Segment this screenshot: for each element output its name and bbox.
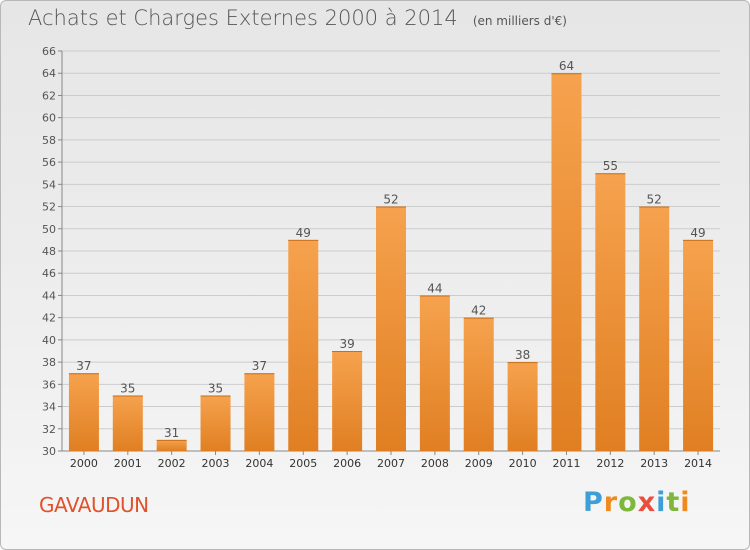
x-tick-label: 2014 [684,457,712,470]
data-label: 64 [559,59,574,73]
x-tick-label: 2013 [640,457,668,470]
data-label: 35 [208,381,223,395]
y-tick-label: 38 [42,356,56,369]
y-tick-label: 34 [42,401,56,414]
logo-letter: P [583,487,604,518]
proxiti-logo: Proxiti [583,487,691,518]
commune-name: GAVAUDUN [39,493,149,517]
y-tick-label: 56 [42,156,56,169]
y-tick-label: 32 [42,423,56,436]
bar [332,351,363,451]
x-tick-label: 2010 [509,457,537,470]
data-label: 31 [164,426,179,440]
bar [683,239,714,451]
x-tick-label: 2001 [114,457,142,470]
y-tick-label: 62 [42,89,56,102]
x-tick-label: 2012 [596,457,624,470]
y-tick-label: 44 [42,289,56,302]
bar [156,439,187,451]
logo-letter: x [637,487,657,518]
x-tick-label: 2007 [377,457,405,470]
data-label: 49 [296,226,311,240]
bar [419,295,450,451]
x-tick-label: 2002 [158,457,186,470]
data-label: 52 [383,193,398,207]
chart-title: Achats et Charges Externes 2000 à 2014 [28,6,458,30]
y-tick-label: 42 [42,312,56,325]
data-label: 49 [690,226,705,240]
bar [376,206,406,451]
bar [244,373,275,451]
logo-letter: r [603,487,619,518]
bar [288,239,319,451]
logo-letter: o [618,487,638,518]
chart-unit-note: (en milliers d'€) [472,14,567,28]
bar [200,395,231,451]
y-tick-label: 48 [42,245,56,258]
logo-letter: t [666,487,681,518]
y-tick-label: 36 [42,378,56,391]
data-label: 39 [339,337,354,351]
x-tick-label: 2000 [70,457,98,470]
data-label: 37 [76,359,91,373]
data-label: 55 [603,159,618,173]
y-tick-label: 50 [42,223,56,236]
logo-letter: i [656,487,667,518]
x-tick-label: 2006 [333,457,361,470]
bar [112,395,143,451]
y-tick-label: 66 [42,45,56,58]
data-label: 35 [120,381,135,395]
bar [507,362,538,451]
data-label: 42 [471,304,486,318]
data-label: 38 [515,348,530,362]
y-tick-label: 46 [42,267,56,280]
x-tick-label: 2009 [465,457,493,470]
bar [551,73,582,451]
x-tick-label: 2004 [245,457,273,470]
data-label: 37 [252,359,267,373]
chart-title-block: Achats et Charges Externes 2000 à 2014 (… [28,6,567,30]
bar [68,373,99,451]
data-label: 44 [427,281,442,295]
bar [639,206,670,451]
x-tick-label: 2005 [289,457,317,470]
x-tick-label: 2008 [421,457,449,470]
x-tick-label: 2003 [202,457,230,470]
y-tick-label: 54 [42,178,56,191]
bar [595,173,626,451]
y-tick-label: 52 [42,201,56,214]
logo-letter: i [680,487,691,518]
y-tick-label: 60 [42,112,56,125]
y-tick-label: 58 [42,134,56,147]
data-label: 52 [647,193,662,207]
x-tick-label: 2011 [552,457,580,470]
y-tick-label: 64 [42,67,56,80]
y-tick-label: 30 [42,445,56,458]
bar [463,317,494,451]
y-tick-label: 40 [42,334,56,347]
